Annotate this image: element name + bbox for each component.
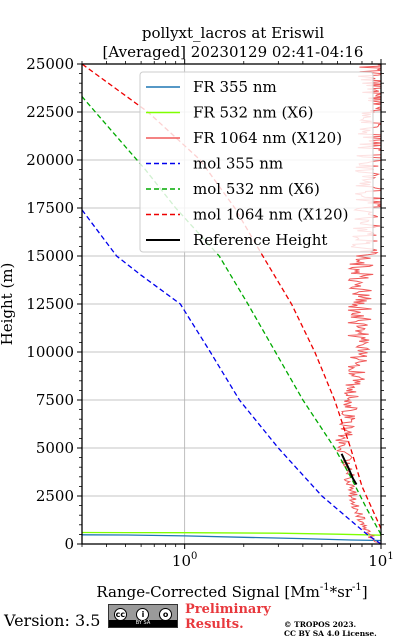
copyright-line-2: CC BY SA 4.0 License. [284,629,377,638]
y-axis-label: Height (m) [0,263,16,346]
legend-label: FR 532 nm (X6) [193,104,313,122]
series-line-reference-height [340,453,358,486]
chart-subtitle: [Averaged] 20230129 02:41-04:16 [103,43,364,61]
cc-icons-row: cc i o [109,607,177,621]
cc-icon: cc [113,607,127,621]
y-tick-label: 0 [64,535,74,553]
copyright-line-1: © TROPOS 2023. [284,620,357,629]
series-line-fr-355-nm [82,534,381,542]
chart-title: pollyxt_lacros at Eriswil [142,24,324,42]
x-tick-labels: 100 101 [172,551,394,570]
legend-label: FR 355 nm [193,78,277,96]
y-tick-label: 7500 [36,391,74,409]
y-tick-label: 5000 [36,439,74,457]
cc-badge-text: BY SA [109,620,177,627]
series-line-mol-355-nm [82,209,381,544]
y-tick-label: 12500 [26,295,74,313]
legend-label: FR 1064 nm (X120) [193,129,342,147]
legend: FR 355 nm FR 532 nm (X6) FR 1064 nm (X120)… [139,71,374,253]
series-line-fr-532-nm-x6- [82,531,381,536]
preliminary-label: Preliminary [185,602,271,617]
y-tick-label: 2500 [36,487,74,505]
y-tick-labels: 0 2500 5000 7500 10000 12500 15000 17500 20000 22… [26,55,74,553]
by-icon: i [136,607,150,621]
y-tick-label: 10000 [26,343,74,361]
x-tick-label: 101 [368,551,393,570]
preliminary-notice: Preliminary Results. [185,602,271,632]
sa-icon: o [159,607,173,621]
x-tick-label: 100 [172,551,197,570]
legend-label: mol 355 nm [193,155,283,173]
lidar-profile-chart: pollyxt_lacros at Eriswil [Averaged] 202… [0,24,394,600]
version-label: Version: 3.5 [4,611,101,630]
legend-label: mol 1064 nm (X120) [193,206,348,224]
y-tick-label: 15000 [26,247,74,265]
x-axis-label: Range-Corrected Signal [Mm-1*sr-1] [96,582,367,600]
y-tick-label: 17500 [26,199,74,217]
results-label: Results. [185,617,244,632]
cc-license-badge: cc i o BY SA [108,604,178,628]
copyright-notice: © TROPOS 2023. CC BY SA 4.0 License. [284,620,377,638]
y-tick-label: 20000 [26,151,74,169]
legend-box [139,71,374,253]
legend-label: Reference Height [193,231,327,249]
legend-label: mol 532 nm (X6) [193,180,320,198]
axis-ticks [77,59,386,549]
y-tick-label: 22500 [26,103,74,121]
y-tick-label: 25000 [26,55,74,73]
